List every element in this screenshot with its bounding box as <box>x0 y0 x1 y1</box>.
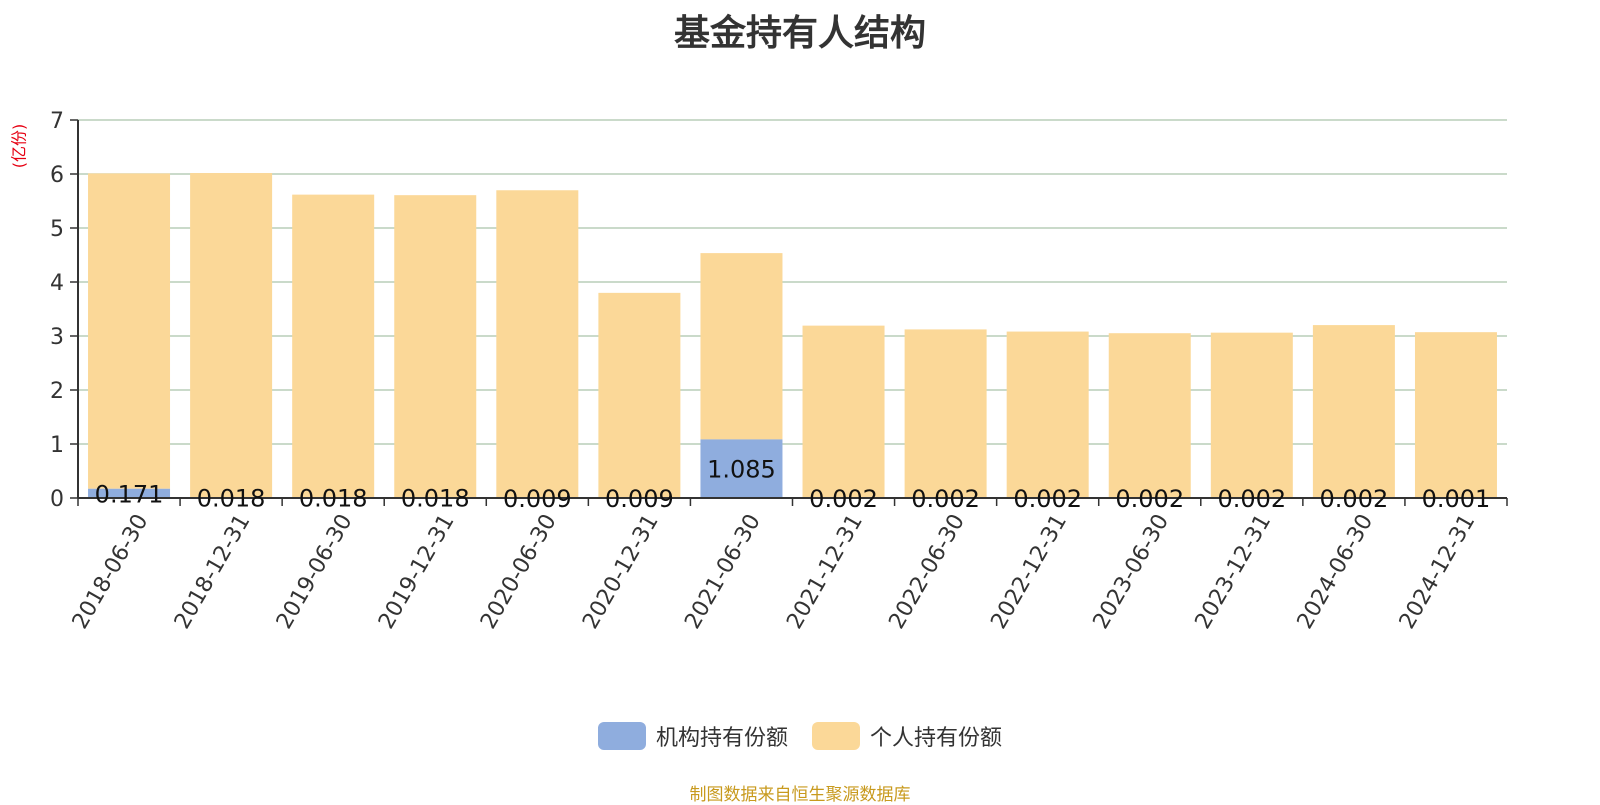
legend-label-individual: 个人持有份额 <box>870 720 1002 752</box>
x-tick-label: 2024-12-31 <box>1395 510 1481 633</box>
legend-item-individual[interactable]: 个人持有份额 <box>812 720 1002 752</box>
bar-individual <box>598 293 680 498</box>
bar-individual <box>292 195 374 497</box>
legend-swatch-individual <box>812 722 860 750</box>
x-tick-label: 2019-12-31 <box>374 510 460 633</box>
y-tick-label: 1 <box>50 433 64 458</box>
x-tick-label: 2018-12-31 <box>170 510 256 633</box>
legend: 机构持有份额 个人持有份额 <box>0 720 1600 752</box>
y-tick-label: 0 <box>50 487 64 512</box>
legend-item-institution[interactable]: 机构持有份额 <box>598 720 788 752</box>
data-label: 1.085 <box>707 456 776 484</box>
x-tick-label: 2023-06-30 <box>1089 510 1175 633</box>
data-label: 0.002 <box>1115 485 1184 513</box>
data-label: 0.002 <box>1013 485 1082 513</box>
bar-individual <box>88 173 170 488</box>
x-tick-label: 2022-06-30 <box>884 510 970 633</box>
data-label: 0.001 <box>1422 485 1491 513</box>
x-tick-label: 2021-12-31 <box>782 510 868 633</box>
x-tick-label: 2021-06-30 <box>680 510 766 633</box>
bar-individual <box>1007 332 1089 498</box>
data-label: 0.009 <box>503 485 572 513</box>
y-tick-label: 6 <box>50 163 64 188</box>
x-tick-label: 2024-06-30 <box>1293 510 1379 633</box>
bar-individual <box>394 195 476 497</box>
data-label: 0.002 <box>911 485 980 513</box>
y-tick-label: 5 <box>50 217 64 242</box>
x-tick-label: 2020-12-31 <box>578 510 664 633</box>
y-tick-label: 4 <box>50 271 64 296</box>
x-tick-label: 2022-12-31 <box>986 510 1072 633</box>
x-tick-label: 2023-12-31 <box>1191 510 1277 633</box>
data-label: 0.009 <box>605 485 674 513</box>
data-label: 0.171 <box>95 480 164 508</box>
bar-individual <box>496 190 578 497</box>
data-label: 0.002 <box>809 485 878 513</box>
data-label: 0.018 <box>197 485 266 513</box>
bar-individual <box>190 173 272 497</box>
bar-individual <box>905 329 987 497</box>
source-note: 制图数据来自恒生聚源数据库 <box>0 780 1600 805</box>
y-tick-label: 2 <box>50 379 64 404</box>
bar-individual <box>1109 333 1191 498</box>
bar-individual <box>1211 333 1293 498</box>
bar-individual <box>803 326 885 498</box>
x-tick-label: 2019-06-30 <box>272 510 358 633</box>
bar-individual <box>700 253 782 439</box>
data-label: 0.018 <box>401 485 470 513</box>
legend-swatch-institution <box>598 722 646 750</box>
y-tick-label: 7 <box>50 109 64 134</box>
legend-label-institution: 机构持有份额 <box>656 720 788 752</box>
plot-area: 0 1 2 3 4 5 6 7 0.171 0.018 0.018 0.018 0.009 0.009 1.… <box>0 0 1600 680</box>
bar-individual <box>1415 332 1497 498</box>
data-label: 0.002 <box>1217 485 1286 513</box>
y-tick-label: 3 <box>50 325 64 350</box>
x-tick-label: 2018-06-30 <box>68 510 154 633</box>
data-label: 0.002 <box>1320 485 1389 513</box>
x-tick-label: 2020-06-30 <box>476 510 562 633</box>
data-label: 0.018 <box>299 485 368 513</box>
bar-individual <box>1313 325 1395 498</box>
